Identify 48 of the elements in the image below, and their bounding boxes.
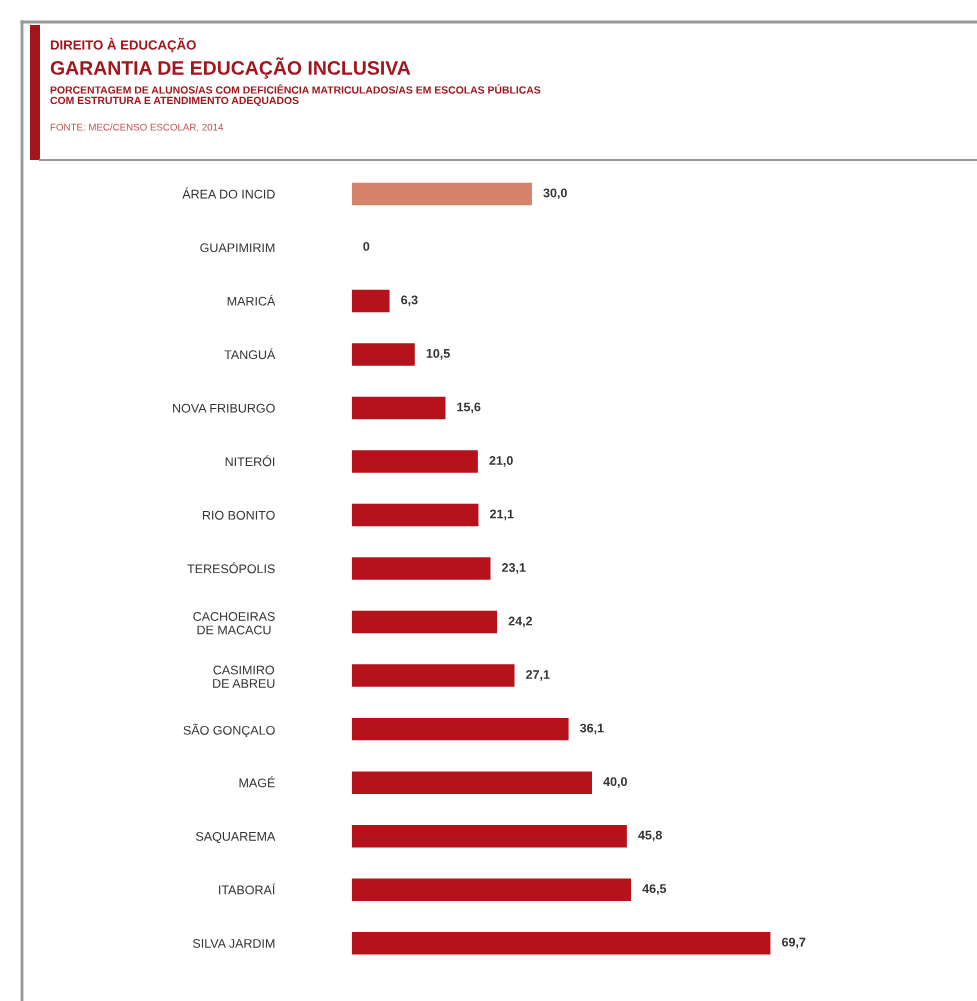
chart-subtitle: PORCENTAGEM DE ALUNOS/AS COM DEFICIÊNCIA MATRICULADOS/AS EM ESCOLAS PÚBLICAS COM ESTRUTURA E ATENDIMENTO ADEQUADOS — [50, 84, 541, 107]
bar — [351, 396, 446, 420]
y-tick-label: NOVA FRIBURGO — [173, 403, 275, 413]
data-label: 36,1 — [579, 723, 604, 735]
y-tick-label: NITERÓI — [225, 455, 275, 467]
bar — [351, 717, 569, 741]
y-tick-label: SILVA JARDIM — [192, 939, 275, 948]
data-label: 23,1 — [502, 563, 526, 574]
data-label: 10,5 — [426, 348, 450, 360]
data-label: 69,7 — [782, 937, 806, 949]
source-note: FONTE: MEC/CENSO ESCOLAR, 2014 — [50, 123, 224, 132]
bar — [351, 343, 415, 366]
y-tick-label: ITABORAÍ — [219, 883, 276, 895]
y-tick-label: CACHOEIRAS DE MACACU — [193, 612, 275, 635]
y-tick-label: MARICÁ — [227, 294, 276, 306]
bar — [351, 503, 479, 527]
data-label: 15,6 — [457, 402, 481, 414]
y-tick-label: SÃO GONÇALO — [183, 723, 275, 738]
bar — [351, 289, 390, 313]
data-label: 46,5 — [642, 884, 667, 895]
y-tick-label: RIO BONITO — [202, 510, 275, 520]
bar — [351, 771, 593, 794]
data-label: 45,8 — [638, 830, 662, 842]
y-tick-label: SAQUAREMA — [196, 831, 276, 844]
y-tick-label: GUAPIMIRIM — [200, 243, 275, 253]
bar — [351, 878, 632, 901]
bar — [351, 824, 627, 848]
data-label: 6,3 — [401, 295, 418, 307]
y-tick-label: CASIMIRO DE ABREU — [213, 665, 275, 688]
data-label: 40,0 — [603, 777, 627, 788]
chart-title: GARANTIA DE EDUCAÇÃO INCLUSIVA — [50, 57, 411, 79]
y-tick-label: TANGUÁ — [224, 348, 276, 360]
data-label: 27,1 — [526, 670, 550, 681]
y-tick-label: MAGÉ — [239, 776, 275, 788]
bar — [351, 664, 515, 687]
y-tick-label: ÁREA DO INCID — [182, 187, 275, 199]
bar — [351, 182, 532, 206]
data-label: 21,1 — [490, 509, 514, 521]
text: DIREITO À EDUCAÇÃO — [50, 37, 196, 53]
y-tick-label: TERESÓPOLIS — [187, 562, 275, 574]
bar — [351, 931, 771, 955]
data-label: 24,2 — [508, 616, 533, 628]
data-label: 30,0 — [543, 188, 567, 200]
data-label: 21,0 — [489, 456, 513, 467]
bar — [351, 450, 478, 473]
bar — [351, 610, 498, 634]
bar — [351, 557, 491, 580]
data-label: 0 — [363, 241, 370, 251]
